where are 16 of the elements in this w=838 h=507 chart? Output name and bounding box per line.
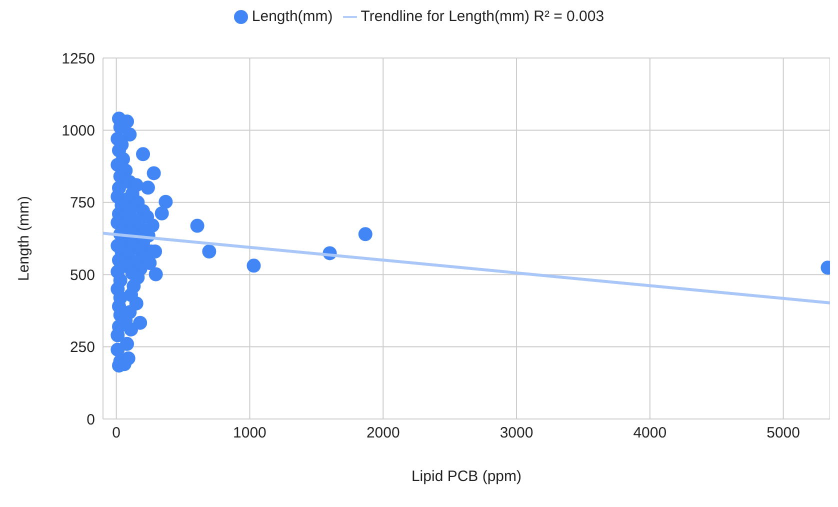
y-tick-label: 1250 bbox=[62, 50, 95, 68]
y-tick-label: 500 bbox=[70, 266, 95, 284]
legend-label: Length(mm) bbox=[252, 8, 333, 25]
y-tick-label: 1000 bbox=[62, 122, 95, 140]
legend-label: Trendline for Length(mm) R² = 0.003 bbox=[360, 8, 604, 25]
y-tick-label: 250 bbox=[70, 339, 95, 356]
x-tick-label: 3000 bbox=[500, 424, 534, 442]
y-tick-label: 750 bbox=[70, 194, 95, 212]
x-tick-label: 5000 bbox=[766, 424, 800, 442]
y-tick-label: 0 bbox=[86, 411, 95, 428]
x-tick-label: 2000 bbox=[366, 424, 400, 442]
x-axis-title: Lipid PCB (ppm) bbox=[411, 468, 522, 485]
x-tick-label: 0 bbox=[112, 424, 121, 442]
x-tick-label: 1000 bbox=[233, 424, 266, 442]
x-tick-label: 4000 bbox=[633, 424, 667, 442]
y-axis-title: Length (mm) bbox=[15, 196, 32, 282]
